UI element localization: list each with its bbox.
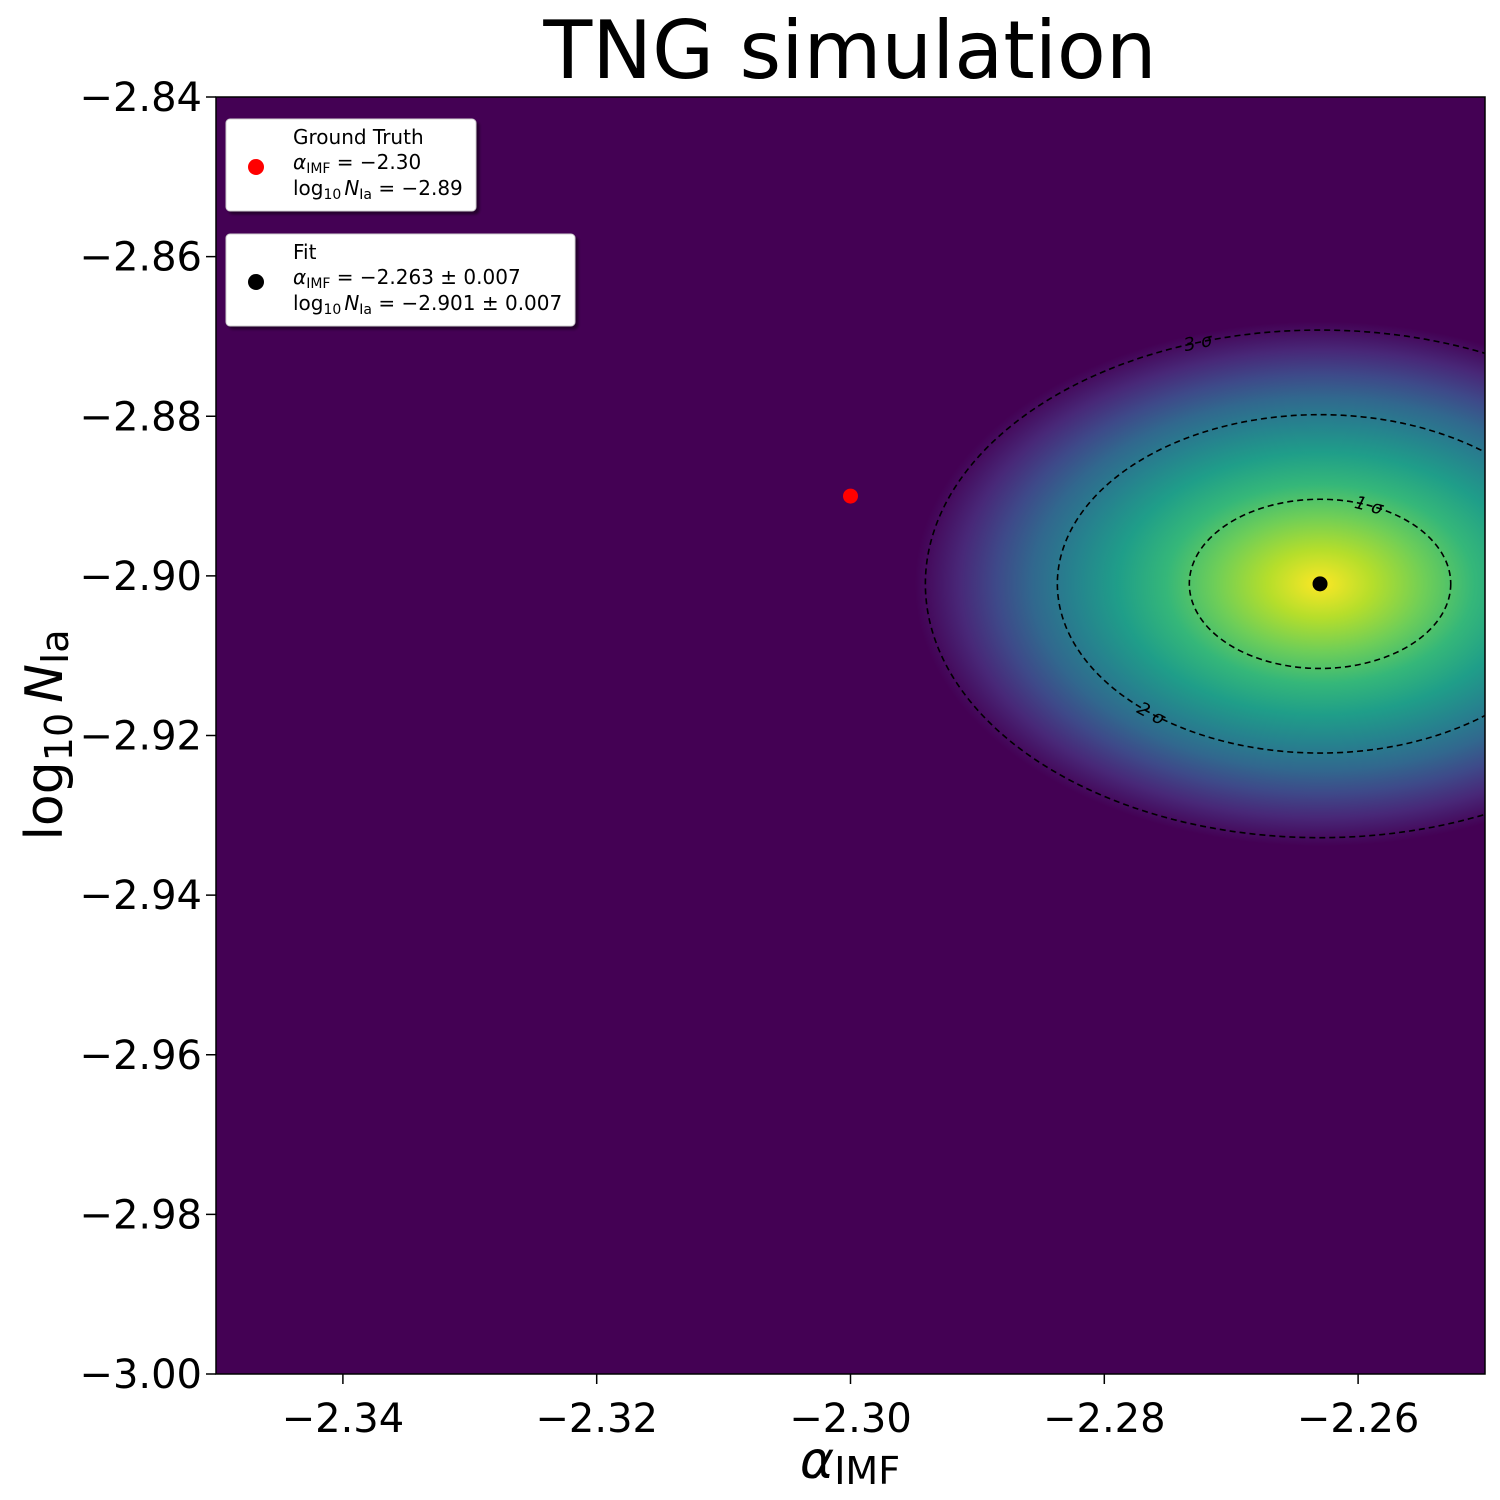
fit-legend: Fit αIMF = −2.263 ± 0.007 log10 NIa = −2.… bbox=[225, 233, 576, 327]
y-tick-label: −2.88 bbox=[79, 394, 202, 440]
y-tick-label: −2.84 bbox=[79, 75, 202, 121]
contour-1sigma bbox=[1188, 498, 1452, 670]
x-tick-label: −2.34 bbox=[282, 1396, 405, 1442]
y-axis-base: 10 bbox=[37, 713, 81, 761]
ground-truth-point bbox=[843, 488, 858, 504]
x-tick-label: −2.28 bbox=[1043, 1396, 1166, 1442]
posterior-density bbox=[914, 321, 1485, 847]
y-tick-label: −3.00 bbox=[79, 1352, 202, 1398]
y-axis-label: log10 NIa bbox=[15, 629, 81, 840]
legend-log-prefix: log bbox=[293, 291, 324, 315]
legend-n-subscript: Ia bbox=[359, 187, 372, 203]
y-tick-label: −2.94 bbox=[79, 873, 202, 919]
legend-n-symbol: N bbox=[344, 176, 359, 200]
legend-alpha-line: αIMF = −2.30 bbox=[293, 150, 421, 177]
y-tick-label: −2.90 bbox=[79, 554, 202, 600]
y-tick-label: −2.86 bbox=[79, 235, 202, 281]
legend-alpha-value: = −2.30 bbox=[330, 150, 421, 174]
y-tick-label: −2.96 bbox=[79, 1033, 202, 1079]
y-tick-label: −2.98 bbox=[79, 1192, 202, 1238]
x-axis-symbol: α bbox=[800, 1431, 834, 1491]
y-axis-prefix: log bbox=[15, 761, 75, 840]
contour-3sigma bbox=[924, 329, 1485, 839]
legend-box bbox=[225, 118, 477, 212]
y-axis-subscript: Ia bbox=[33, 629, 77, 664]
legend-n-symbol: N bbox=[344, 291, 359, 315]
legend-log-base: 10 bbox=[324, 302, 342, 318]
legend-marker-ground-truth bbox=[248, 159, 264, 175]
legend-alpha-symbol: α bbox=[293, 150, 306, 174]
x-axis-label: αIMF bbox=[800, 1431, 900, 1493]
x-axis-ticks: −2.34 −2.32 −2.30 −2.28 −2.26 bbox=[282, 1374, 1420, 1442]
ground-truth-legend: Ground Truth αIMF = −2.30 log10 NIa = −2.… bbox=[225, 118, 477, 212]
legend-title: Ground Truth bbox=[293, 125, 424, 149]
x-tick-label: −2.26 bbox=[1297, 1396, 1420, 1442]
chart-title: TNG simulation bbox=[542, 4, 1156, 97]
x-tick-label: −2.30 bbox=[789, 1396, 912, 1442]
fit-point bbox=[1312, 576, 1328, 592]
legend-nia-value: = −2.901 ± 0.007 bbox=[372, 291, 562, 315]
legend-alpha-symbol: α bbox=[293, 265, 306, 289]
plot-area: 1 σ2 σ3 σ bbox=[843, 321, 1485, 847]
legend-nia-line: log10 NIa = −2.89 bbox=[293, 176, 463, 203]
legend-alpha-line: αIMF = −2.263 ± 0.007 bbox=[293, 265, 521, 292]
legend-nia-value: = −2.89 bbox=[372, 176, 463, 200]
contour-2sigma bbox=[1056, 413, 1485, 754]
y-tick-label: −2.92 bbox=[79, 714, 202, 760]
legend-box bbox=[225, 233, 576, 327]
legend-marker-fit bbox=[248, 274, 264, 290]
legend-log-base: 10 bbox=[324, 187, 342, 203]
legend-alpha-value: = −2.263 ± 0.007 bbox=[330, 265, 520, 289]
x-tick-label: −2.32 bbox=[535, 1396, 658, 1442]
data-points bbox=[843, 488, 1328, 592]
legend-log-prefix: log bbox=[293, 176, 324, 200]
legend-nia-line: log10 NIa = −2.901 ± 0.007 bbox=[293, 291, 562, 318]
legend-alpha-subscript: IMF bbox=[306, 276, 330, 292]
legend-n-subscript: Ia bbox=[359, 302, 372, 318]
x-axis-subscript: IMF bbox=[834, 1449, 900, 1493]
legend-alpha-subscript: IMF bbox=[306, 161, 330, 177]
y-axis-ticks: −2.84 −2.86 −2.88 −2.90 −2.92 −2.94 −2.96 −2.98… bbox=[79, 75, 216, 1398]
legend-title: Fit bbox=[293, 240, 317, 264]
y-axis-symbol: N bbox=[15, 664, 75, 703]
